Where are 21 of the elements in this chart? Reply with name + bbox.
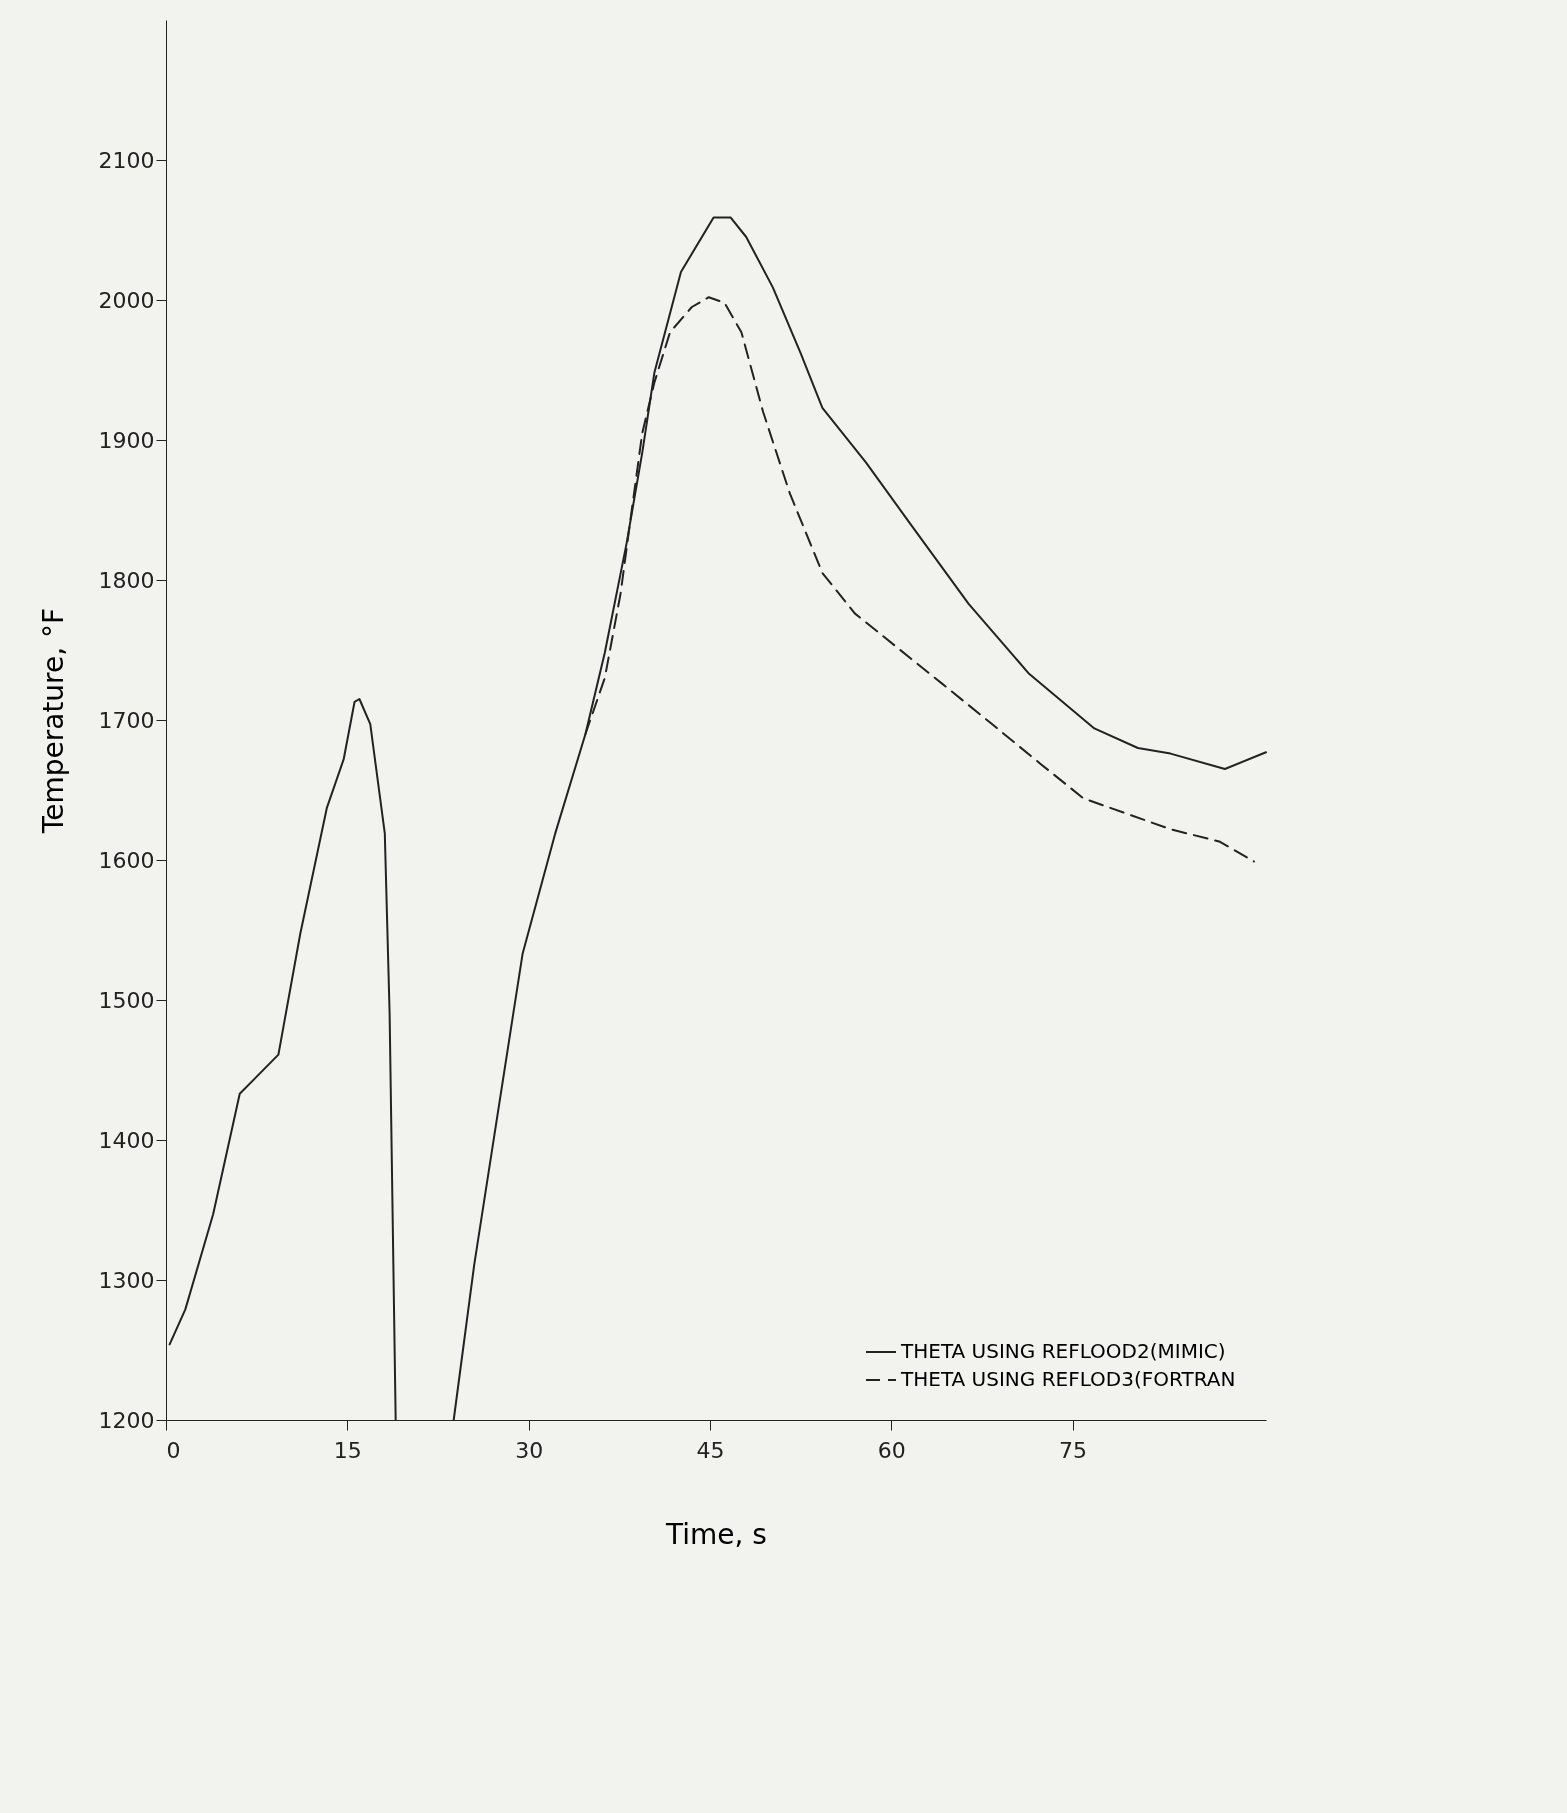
x-tick-label: 15 [333,1437,362,1463]
legend-label: THETA USING REFLOD3(FORTRAN [900,1367,1236,1391]
x-tick-label: 60 [877,1437,906,1463]
y-tick-label: 1400 [98,1127,155,1153]
line-series [584,296,1255,863]
y-tick-label: 2000 [98,287,155,313]
y-tick-label: 1900 [98,427,155,453]
y-tick-label: 1200 [98,1407,155,1433]
y-axis-title: Temperature, °F [36,607,70,835]
y-tick-label: 1500 [98,987,155,1013]
y-tick-label: 1300 [98,1267,155,1293]
x-tick-label: 45 [696,1437,725,1463]
x-axis-title: Time, s [665,1517,767,1551]
y-tick-label: 2100 [98,147,155,173]
x-tick-label: 30 [515,1437,544,1463]
x-tick-label: 75 [1059,1437,1088,1463]
x-tick-label: 0 [166,1437,181,1463]
y-tick-label: 1600 [98,847,155,873]
legend-label: THETA USING REFLOOD2(MIMIC) [900,1339,1226,1363]
y-tick-label: 1800 [98,567,155,593]
y-tick-label: 1700 [98,707,155,733]
